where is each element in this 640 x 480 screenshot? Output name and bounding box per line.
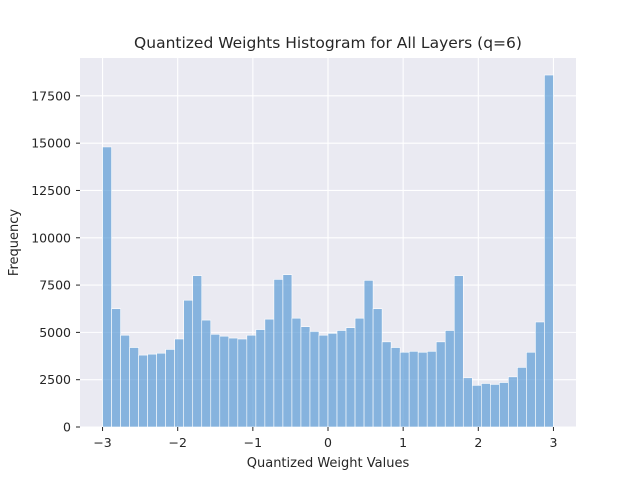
histogram-bar [535, 321, 545, 428]
histogram-bar [526, 351, 536, 428]
histogram-bar [219, 335, 230, 428]
histogram-bar [111, 308, 121, 428]
histogram-bar [291, 317, 302, 428]
histogram-bar [309, 331, 320, 428]
histogram-bar [462, 377, 473, 428]
y-tick-label: 12500 [31, 183, 71, 198]
histogram-bar [345, 327, 356, 428]
y-axis-label: Frequency [7, 209, 22, 276]
histogram-bar [426, 351, 437, 428]
histogram-bar [102, 146, 112, 428]
histogram-bar [490, 384, 500, 428]
histogram-bar [120, 334, 130, 428]
y-tick-label: 10000 [31, 230, 71, 245]
histogram-bar [156, 352, 166, 428]
histogram-bar [372, 308, 383, 428]
histogram-bar [237, 338, 248, 428]
histogram-bar [499, 382, 509, 428]
histogram-bar [408, 351, 419, 428]
histogram-bar [264, 318, 275, 428]
histogram-bar [165, 349, 175, 428]
y-tick-label: 15000 [31, 136, 71, 151]
histogram-bar [544, 74, 554, 428]
histogram-bar [174, 338, 185, 428]
histogram-bar [318, 334, 329, 428]
histogram-bar [399, 351, 410, 428]
x-tick-label: −2 [168, 435, 186, 450]
histogram-bar [201, 319, 212, 428]
histogram-bar [354, 317, 365, 428]
histogram-bar [327, 333, 338, 428]
histogram-bar [255, 329, 266, 428]
histogram-bar [481, 383, 491, 428]
histogram-bar [183, 299, 194, 428]
histogram-bar [282, 274, 293, 428]
histogram-bar [336, 330, 347, 428]
histogram-bar [435, 341, 446, 428]
y-tick-label: 2500 [39, 372, 71, 387]
histogram-bar [129, 347, 139, 428]
y-tick-label: 17500 [31, 88, 71, 103]
y-axis-ticks: 0 2500 5000 7500 10000 12500 15000 17500 [31, 88, 80, 435]
histogram-bar [381, 341, 392, 428]
chart-title: Quantized Weights Histogram for All Laye… [134, 34, 522, 52]
histogram-bar [138, 354, 148, 428]
histogram-bar [300, 326, 311, 428]
x-tick-label: −1 [244, 435, 262, 450]
histogram-bar [417, 351, 428, 428]
x-tick-label: 3 [549, 435, 557, 450]
histogram-bar [471, 385, 482, 428]
histogram-bar [517, 367, 527, 428]
histogram-bar [147, 353, 157, 428]
y-tick-label: 0 [63, 420, 71, 435]
x-tick-label: 1 [399, 435, 407, 450]
y-tick-label: 7500 [39, 278, 71, 293]
y-tick-label: 5000 [39, 325, 71, 340]
histogram-bar [390, 347, 401, 428]
histogram-bar [453, 275, 464, 428]
x-tick-label: 0 [324, 435, 332, 450]
histogram-bar [246, 334, 257, 428]
histogram-bar [192, 275, 203, 428]
x-tick-label: 2 [474, 435, 482, 450]
histogram-bars [102, 74, 554, 428]
x-tick-label: −3 [93, 435, 111, 450]
histogram-bar [444, 330, 455, 428]
histogram-bar [210, 333, 221, 428]
histogram-bar [273, 279, 284, 428]
x-axis-ticks: −3 −2 −1 0 1 2 3 [93, 427, 557, 450]
histogram-bar [363, 280, 374, 428]
histogram-bar [228, 337, 239, 428]
x-axis-label: Quantized Weight Values [247, 456, 410, 471]
histogram-bar [508, 376, 518, 428]
